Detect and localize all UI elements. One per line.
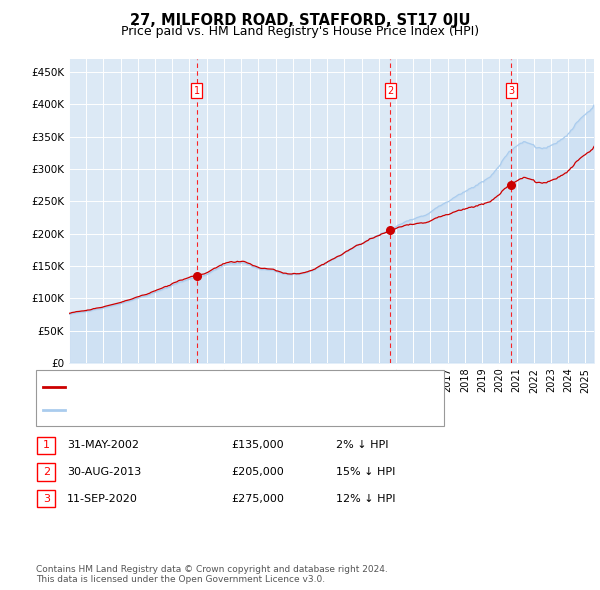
Text: 30-AUG-2013: 30-AUG-2013 [67,467,142,477]
Text: 12% ↓ HPI: 12% ↓ HPI [336,494,395,503]
Text: 15% ↓ HPI: 15% ↓ HPI [336,467,395,477]
Text: 11-SEP-2020: 11-SEP-2020 [67,494,138,503]
Text: £135,000: £135,000 [231,441,284,450]
Text: 1: 1 [43,441,50,450]
Text: £275,000: £275,000 [231,494,284,503]
Text: Price paid vs. HM Land Registry's House Price Index (HPI): Price paid vs. HM Land Registry's House … [121,25,479,38]
Text: Contains HM Land Registry data © Crown copyright and database right 2024.
This d: Contains HM Land Registry data © Crown c… [36,565,388,584]
Text: 2: 2 [387,86,394,96]
Text: 27, MILFORD ROAD, STAFFORD, ST17 0JU (detached house): 27, MILFORD ROAD, STAFFORD, ST17 0JU (de… [70,382,401,392]
Text: HPI: Average price, detached house, Stafford: HPI: Average price, detached house, Staf… [70,405,320,415]
Text: 27, MILFORD ROAD, STAFFORD, ST17 0JU: 27, MILFORD ROAD, STAFFORD, ST17 0JU [130,13,470,28]
Text: 2% ↓ HPI: 2% ↓ HPI [336,441,389,450]
Text: 1: 1 [194,86,200,96]
Text: 31-MAY-2002: 31-MAY-2002 [67,441,139,450]
Text: 2: 2 [43,467,50,477]
Text: 3: 3 [43,494,50,503]
Text: £205,000: £205,000 [231,467,284,477]
Text: 3: 3 [508,86,514,96]
